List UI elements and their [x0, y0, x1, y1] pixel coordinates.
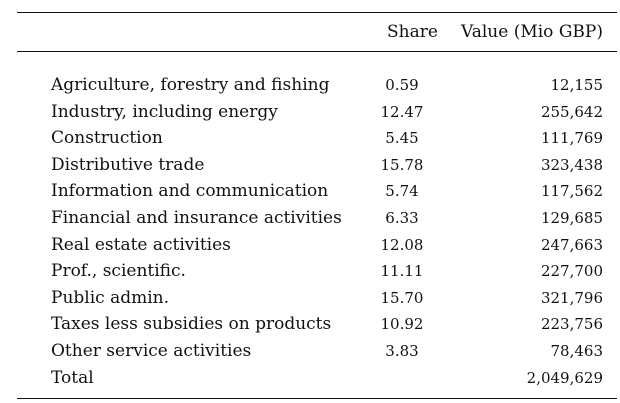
row-label: Information and communication: [51, 181, 329, 202]
table-row: Prof., scientific. 11.11 227,700: [17, 257, 617, 284]
row-share: 12.08: [380, 235, 424, 254]
table-row: Industry, including energy 12.47 255,642: [17, 98, 617, 125]
table-row: Other service activities 3.83 78,463: [17, 337, 617, 364]
row-value: 223,756: [540, 315, 603, 334]
row-value: 111,769: [540, 129, 603, 148]
row-label: Total: [51, 367, 94, 388]
row-value: 255,642: [540, 102, 603, 121]
row-value: 227,700: [540, 262, 603, 281]
row-share: 3.83: [385, 341, 419, 360]
row-label: Industry, including energy: [51, 101, 278, 122]
row-label: Taxes less subsidies on products: [51, 314, 332, 335]
row-value: 12,155: [550, 76, 604, 94]
table-row: Taxes less subsidies on products 10.92 223…: [17, 310, 617, 337]
table-row: Agriculture, forestry and fishing 0.59 12,…: [17, 71, 617, 98]
row-share: 6.33: [385, 208, 419, 227]
gva-table: Share Value (Mio GBP) Agriculture, fores…: [17, 12, 617, 400]
table-body: Agriculture, forestry and fishing 0.59 12,…: [17, 71, 617, 390]
row-value: 321,796: [540, 288, 603, 307]
header-value: Value (Mio GBP): [461, 22, 603, 42]
row-share: 11.11: [380, 262, 424, 281]
row-value: 323,438: [540, 155, 603, 174]
bottom-rule: [17, 398, 617, 400]
row-value: 129,685: [540, 208, 603, 227]
row-label: Distributive trade: [51, 154, 205, 175]
header-rule: [17, 51, 617, 52]
row-value: 247,663: [540, 235, 603, 254]
table-row: Real estate activities 12.08 247,663: [17, 231, 617, 258]
table-row: Information and communication 5.74 117,562: [17, 177, 617, 204]
row-share: 5.45: [385, 129, 419, 148]
row-label: Prof., scientific.: [51, 261, 186, 282]
row-label: Agriculture, forestry and fishing: [51, 75, 330, 95]
row-share: 5.74: [385, 182, 419, 201]
table-row: Public admin. 15.70 321,796: [17, 284, 617, 311]
row-value: 78,463: [550, 341, 604, 360]
row-share: 10.92: [380, 315, 424, 334]
row-share: 15.70: [380, 288, 424, 307]
row-label: Other service activities: [51, 340, 252, 361]
table-row: Construction 5.45 111,769: [17, 124, 617, 151]
table-header: Share Value (Mio GBP): [17, 13, 617, 51]
row-label: Real estate activities: [51, 234, 231, 255]
row-label: Financial and insurance activities: [51, 207, 342, 228]
table-row: Total 2,049,629: [17, 364, 617, 391]
header-share: Share: [387, 22, 438, 42]
row-share: 0.59: [385, 76, 419, 94]
row-label: Public admin.: [51, 287, 169, 308]
row-share: 15.78: [380, 155, 424, 174]
row-label: Construction: [51, 128, 163, 149]
row-share: 12.47: [380, 102, 424, 121]
table-row: Financial and insurance activities 6.33 12…: [17, 204, 617, 231]
top-rule: [17, 12, 617, 13]
row-value: 2,049,629: [526, 368, 603, 387]
table-row: Distributive trade 15.78 323,438: [17, 151, 617, 178]
row-value: 117,562: [540, 182, 603, 201]
